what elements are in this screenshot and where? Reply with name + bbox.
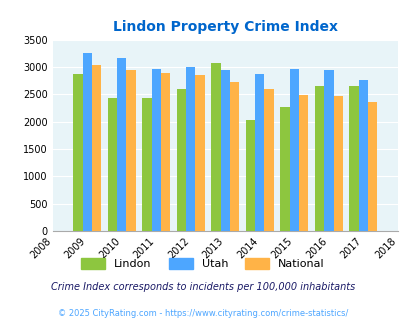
Bar [229,82,239,231]
Bar [211,63,220,231]
Bar [367,102,376,231]
Text: © 2025 CityRating.com - https://www.cityrating.com/crime-statistics/: © 2025 CityRating.com - https://www.city… [58,309,347,318]
Bar [151,69,160,231]
Bar [186,67,195,231]
Bar [220,70,229,231]
Text: Crime Index corresponds to incidents per 100,000 inhabitants: Crime Index corresponds to incidents per… [51,282,354,292]
Bar [280,107,289,231]
Bar [83,53,92,231]
Bar [73,74,83,231]
Title: Lindon Property Crime Index: Lindon Property Crime Index [113,20,337,34]
Bar [333,96,342,231]
Bar [298,95,307,231]
Bar [289,69,298,231]
Bar [358,80,367,231]
Bar [108,98,117,231]
Bar [245,120,255,231]
Bar [264,89,273,231]
Bar [92,65,101,231]
Bar [314,85,324,231]
Bar [126,70,135,231]
Bar [324,70,333,231]
Bar [117,58,126,231]
Bar [142,98,151,231]
Bar [349,85,358,231]
Bar [160,73,170,231]
Bar [255,74,264,231]
Legend: Lindon, Utah, National: Lindon, Utah, National [77,253,328,273]
Bar [177,89,186,231]
Bar [195,75,204,231]
